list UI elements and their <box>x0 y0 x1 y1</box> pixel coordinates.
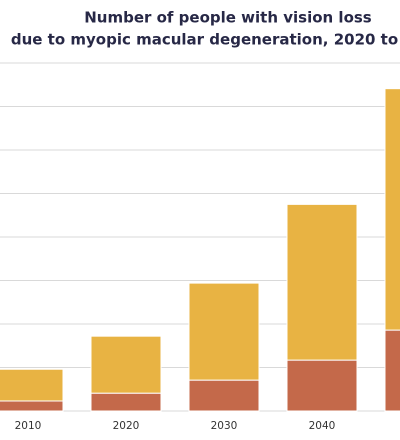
bar-segment <box>0 368 64 402</box>
bar-segment <box>384 88 400 331</box>
x-tick-label: 2040 <box>309 420 336 432</box>
bar-segment <box>286 203 358 361</box>
bar-segment <box>384 329 400 412</box>
bar-segment <box>188 379 260 412</box>
x-tick-label: 2030 <box>211 420 238 432</box>
x-tick-label: 2010 <box>15 420 42 432</box>
chart-title: Number of people with vision loss <box>84 9 372 27</box>
bar-segment <box>286 359 358 412</box>
bar-segment <box>0 400 64 412</box>
bar-segment <box>90 335 162 394</box>
bar-segment <box>188 282 260 381</box>
x-tick-label: 2020 <box>113 420 140 432</box>
chart-title: due to myopic macular degeneration, 2020… <box>11 31 400 49</box>
bar-segment <box>90 392 162 412</box>
